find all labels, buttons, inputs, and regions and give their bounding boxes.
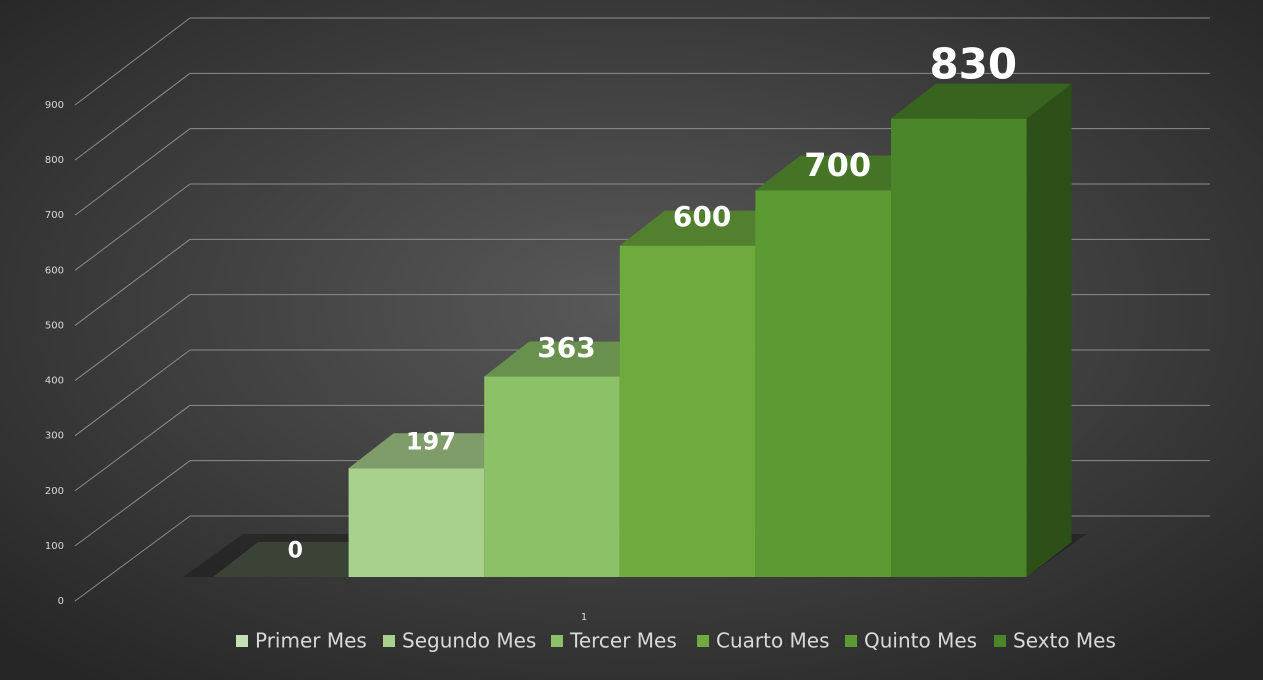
- legend-swatch: [236, 635, 248, 647]
- y-tick-label: 500: [45, 320, 64, 331]
- legend-swatch: [697, 635, 709, 647]
- y-tick-label: 900: [45, 100, 64, 111]
- y-tick-label: 200: [45, 486, 64, 497]
- grid-line: [74, 294, 191, 381]
- bar-side: [1026, 83, 1072, 578]
- bar: [891, 118, 1027, 578]
- grid-line: [74, 349, 191, 437]
- bar-top: [755, 155, 936, 191]
- grid-line: [74, 460, 191, 547]
- bar-top: [213, 542, 394, 577]
- legend-label: Tercer Mes: [569, 629, 677, 653]
- y-tick-label: 700: [45, 210, 64, 221]
- y-tick-label: 0: [58, 596, 64, 607]
- grid-line: [74, 404, 191, 492]
- bar-top: [348, 433, 530, 469]
- data-label: 830: [929, 40, 1017, 89]
- legend-swatch: [383, 635, 395, 647]
- legend-label: Cuarto Mes: [716, 629, 830, 653]
- bar: [619, 245, 756, 577]
- grid-line: [74, 183, 191, 271]
- legend-label: Segundo Mes: [402, 629, 536, 653]
- legend-swatch: [994, 635, 1006, 647]
- y-tick-label: 800: [45, 155, 64, 166]
- grid-line: [74, 515, 191, 602]
- data-label: 363: [537, 331, 595, 364]
- bar: [755, 190, 891, 577]
- data-label: 197: [406, 428, 456, 456]
- legend-label: Sexto Mes: [1013, 629, 1116, 653]
- grid-line: [74, 128, 191, 216]
- x-tick-label: 1: [581, 612, 587, 623]
- legend-label: Primer Mes: [255, 629, 367, 653]
- y-tick-label: 100: [45, 541, 64, 552]
- bar-top: [891, 83, 1072, 119]
- data-label: 600: [673, 200, 731, 233]
- y-tick-label: 600: [45, 265, 64, 276]
- legend-swatch: [551, 635, 563, 647]
- bar-top: [484, 341, 665, 377]
- data-label: 700: [804, 146, 871, 184]
- bar: [484, 376, 620, 577]
- data-label: 0: [288, 539, 303, 564]
- grid-line: [74, 238, 191, 326]
- y-tick-label: 400: [45, 376, 64, 387]
- legend-label: Quinto Mes: [864, 629, 977, 653]
- y-tick-label: 300: [45, 431, 64, 442]
- bar-top: [619, 210, 801, 246]
- bar: [348, 468, 485, 577]
- grid-line: [74, 17, 191, 106]
- grid-line: [74, 72, 191, 161]
- legend-swatch: [845, 635, 857, 647]
